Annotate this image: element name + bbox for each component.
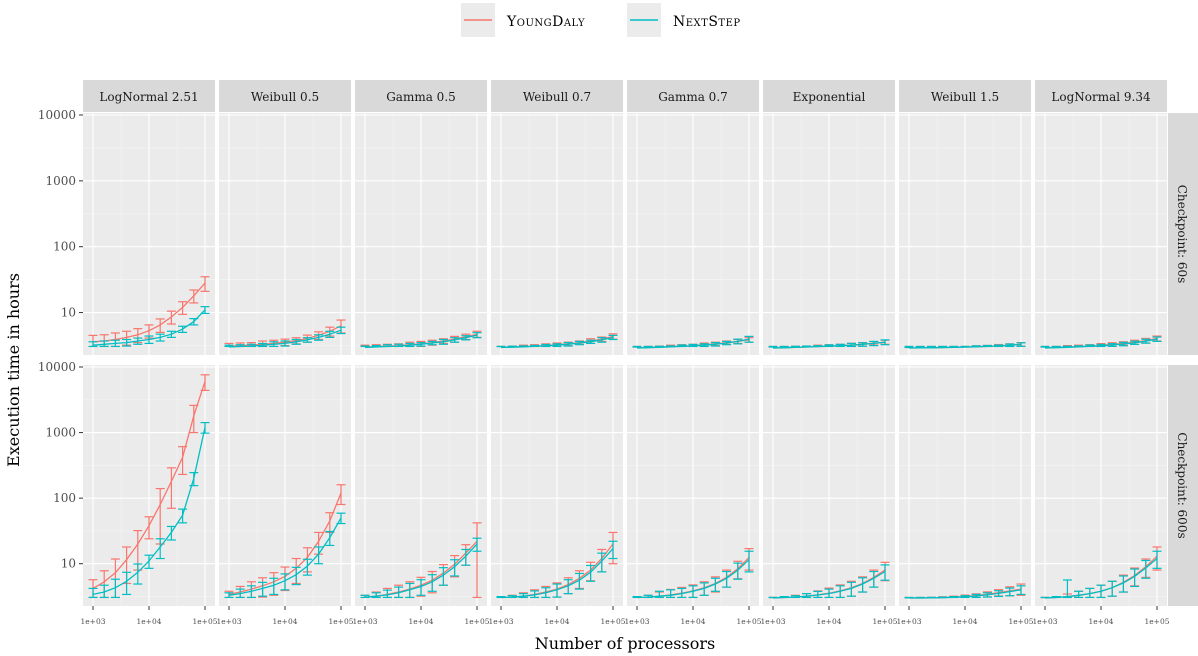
x-tick-label: 1e+05 — [328, 617, 353, 626]
x-tick-label: 1e+04 — [1088, 617, 1113, 626]
error-bar — [780, 597, 789, 598]
error-bar — [938, 346, 947, 347]
x-tick-label: 1e+03 — [488, 617, 513, 626]
chart-panels: LogNormal 2.51 Weibull 0.5 Gamma 0.5 Weibul… — [83, 80, 1198, 606]
error-bar — [1074, 346, 1083, 347]
y-tick-label: 100 — [53, 491, 76, 505]
y-axis-label: Execution time in hours — [4, 273, 23, 467]
x-tick-label: 1e+04 — [544, 617, 569, 626]
x-tick-label: 1e+05 — [736, 617, 761, 626]
y-tick-label: 1000 — [45, 426, 76, 440]
x-tick-label: 1e+04 — [408, 617, 433, 626]
error-bar — [916, 346, 925, 347]
facet-panel — [491, 365, 623, 606]
y-tick-label: 1000 — [45, 174, 76, 188]
x-tick-label: 1e+03 — [352, 617, 377, 626]
error-bar — [372, 346, 381, 347]
x-tick-label: 1e+03 — [80, 617, 105, 626]
facet-strip-label: Exponential — [793, 90, 866, 104]
legend: YoungDaly NextStep — [461, 3, 741, 37]
error-bar — [949, 597, 958, 598]
error-bar — [633, 346, 642, 347]
facet-panel — [355, 113, 487, 355]
x-tick-label: 1e+04 — [816, 617, 841, 626]
facet-panel — [899, 113, 1031, 355]
x-tick-label: 1e+04 — [272, 617, 297, 626]
y-tick-label: 10 — [61, 557, 76, 571]
x-tick-label: 1e+05 — [192, 617, 217, 626]
legend-label: YoungDaly — [506, 14, 585, 30]
facet-panel — [355, 365, 487, 606]
x-tick-label: 1e+03 — [216, 617, 241, 626]
error-bar — [813, 346, 822, 347]
facet-strip-label: Weibull 0.7 — [523, 90, 591, 104]
x-tick-label: 1e+03 — [896, 617, 921, 626]
error-bar — [666, 346, 675, 347]
x-tick-label: 1e+04 — [952, 617, 977, 626]
facet-panel — [1035, 365, 1167, 606]
facet-strip-label: Gamma 0.7 — [658, 90, 728, 104]
error-bar — [530, 345, 539, 346]
facet-panel — [763, 113, 895, 355]
error-bar — [972, 346, 981, 347]
facet-strip-label: LogNormal 2.51 — [99, 90, 198, 104]
x-tick-label: 1e+05 — [1144, 617, 1169, 626]
error-bar — [905, 346, 914, 347]
facet-panel — [219, 113, 351, 355]
facet-strip-label: Gamma 0.5 — [386, 90, 456, 104]
facet-strip-label: LogNormal 9.34 — [1051, 90, 1151, 104]
x-tick-label: 1e+05 — [872, 617, 897, 626]
x-tick-label: 1e+03 — [624, 617, 649, 626]
x-tick-label: 1e+04 — [680, 617, 705, 626]
facet-panel — [491, 113, 623, 355]
x-tick-label: 1e+05 — [464, 617, 489, 626]
x-tick-label: 1e+03 — [1032, 617, 1057, 626]
y-axis: 10 100 1000 10000 10 100 1000 10000 — [38, 108, 83, 571]
legend-label: NextStep — [673, 14, 741, 30]
error-bar — [519, 346, 528, 347]
error-bar — [927, 346, 936, 347]
y-tick-label: 10000 — [38, 360, 76, 374]
facet-panel — [627, 365, 759, 606]
x-tick-label: 1e+03 — [760, 617, 785, 626]
facet-strip-label: Weibull 1.5 — [931, 90, 999, 104]
error-bar — [769, 346, 778, 347]
facet-strip-label: Weibull 0.5 — [251, 90, 319, 104]
x-tick-label: 1e+05 — [600, 617, 625, 626]
x-axis-label: Number of processors — [535, 634, 715, 653]
facet-panel — [899, 365, 1031, 606]
error-bar — [983, 346, 992, 347]
x-tick-label: 1e+05 — [1008, 617, 1033, 626]
facet-panel — [1035, 113, 1167, 355]
y-tick-label: 100 — [53, 240, 76, 254]
error-bar — [1052, 597, 1061, 598]
facet-panel — [627, 113, 759, 355]
error-bar — [497, 597, 506, 598]
error-bar — [633, 597, 642, 598]
facet-row-strip-label: Checkpoint: 600s — [1175, 432, 1189, 538]
y-tick-label: 10 — [61, 306, 76, 320]
error-bar — [1041, 346, 1050, 347]
facet-row-strip-label: Checkpoint: 60s — [1175, 185, 1189, 284]
x-tick-label: 1e+04 — [136, 617, 161, 626]
y-tick-label: 10000 — [38, 108, 76, 122]
